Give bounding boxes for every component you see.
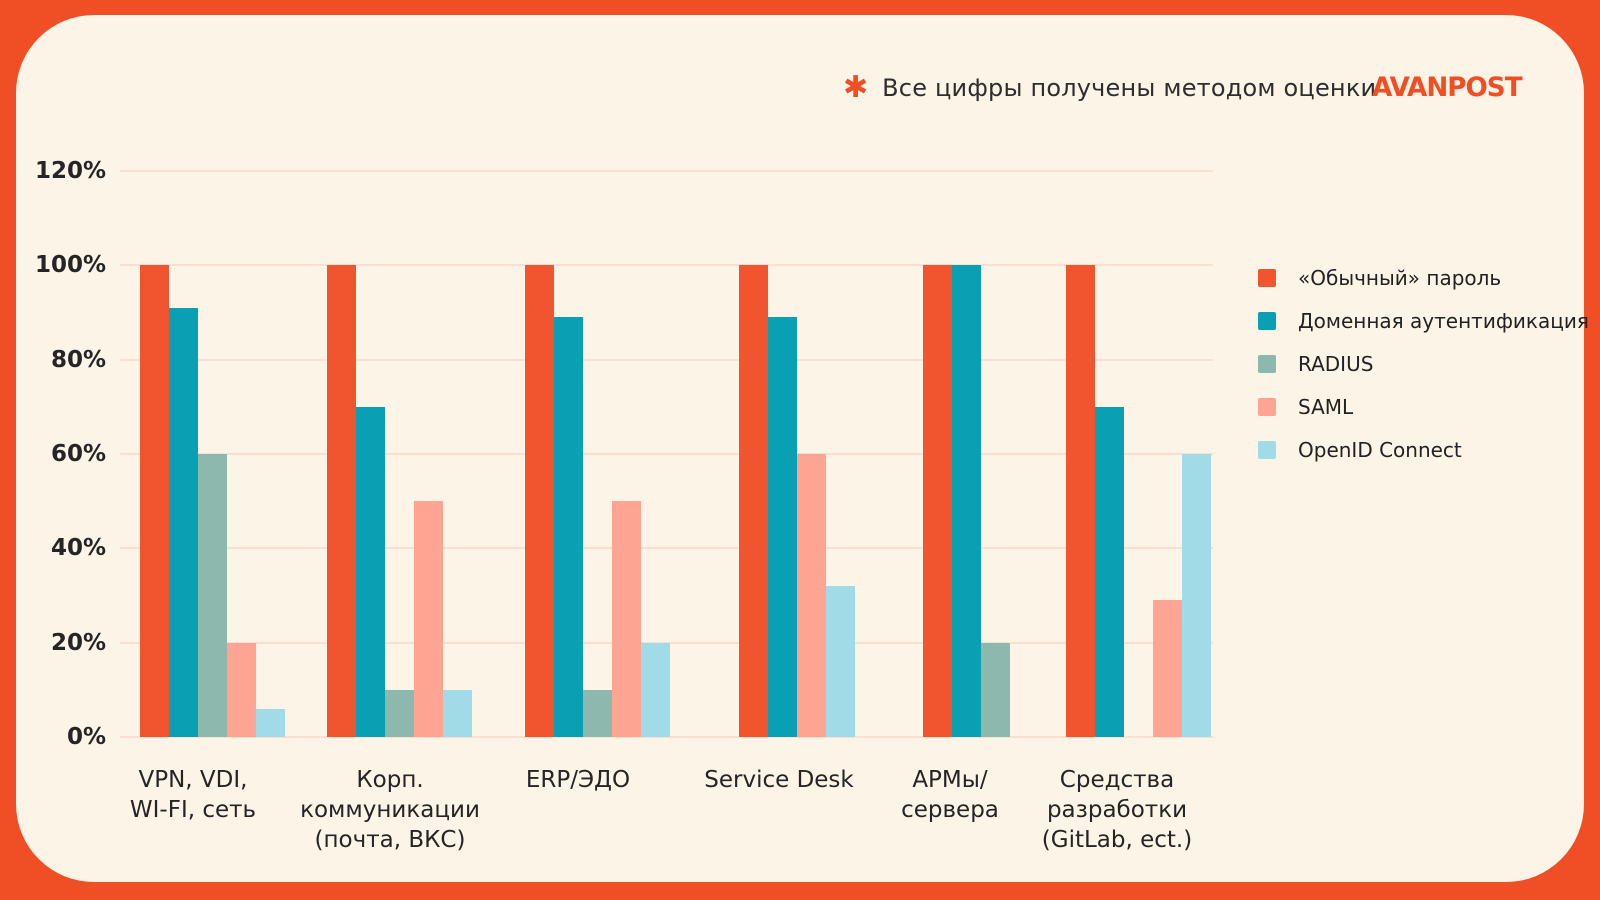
bar-password-group1 <box>139 265 169 737</box>
y-axis-tick-label: 0% <box>66 724 106 750</box>
bar-domain-group1 <box>168 307 198 737</box>
category-label: VPN, VDI, WI-FI, сеть <box>130 765 256 825</box>
gridline-120 <box>120 170 1213 172</box>
y-axis-tick-label: 120% <box>34 158 106 184</box>
estimation-note-text: Все цифры получены методом оценки <box>882 74 1377 102</box>
legend-label-openid: OpenID Connect <box>1298 438 1462 462</box>
category-label-line: VPN, VDI, <box>138 767 248 793</box>
bar-openid-group1 <box>255 708 285 737</box>
bar-saml-group2 <box>413 501 443 737</box>
bar-radius-group1 <box>197 454 227 737</box>
bar-domain-group6 <box>1094 406 1124 737</box>
bar-saml-group3 <box>611 501 641 737</box>
category-label-line: коммуникации <box>300 797 480 823</box>
bar-password-group4 <box>739 265 768 737</box>
category-label: Service Desk <box>704 765 853 795</box>
gridline-80 <box>120 358 1213 361</box>
category-label-line: Service Desk <box>704 767 854 793</box>
category-label-line: Средства <box>1059 767 1175 793</box>
category-label: АРМы/сервера <box>901 765 999 825</box>
legend-label-domain: Доменная аутентификация <box>1298 309 1589 333</box>
legend-label-password: «Обычный» пароль <box>1298 266 1502 290</box>
category-label: Корп. коммуникации (почта, ВКС) <box>300 765 480 855</box>
bar-radius-group5 <box>980 642 1010 737</box>
gridline-40 <box>120 547 1213 550</box>
bar-domain-group3 <box>553 317 583 737</box>
bar-domain-group2 <box>355 406 385 737</box>
category-label-line: сервера <box>901 797 999 823</box>
gridline-0 <box>120 736 1213 738</box>
category-label: ERP/ЭДО <box>526 765 630 795</box>
legend-item-domain: Доменная аутентификация <box>1258 309 1589 333</box>
legend-swatch-saml <box>1258 398 1276 416</box>
legend-swatch-openid <box>1258 441 1276 459</box>
gridline-100 <box>120 264 1213 267</box>
category-label: Средства разработки (GitLab, ect.) <box>1042 765 1192 855</box>
y-axis-tick-label: 40% <box>50 535 106 562</box>
category-label-line: (почта, ВКС) <box>314 827 466 853</box>
category-label-line: Корп. <box>356 767 424 793</box>
estimation-note: ✱ Все цифры получены методом оценки <box>843 72 1376 104</box>
category-label-line: разработки <box>1046 797 1188 823</box>
legend-item-openid: OpenID Connect <box>1258 438 1462 462</box>
bar-radius-group2 <box>384 689 414 737</box>
legend-item-saml: SAML <box>1258 395 1353 419</box>
bar-openid-group4 <box>826 586 855 737</box>
legend-label-radius: RADIUS <box>1298 352 1374 376</box>
bar-saml-group1 <box>226 642 256 737</box>
legend-swatch-password <box>1258 269 1276 287</box>
legend-swatch-domain <box>1258 312 1276 330</box>
bar-openid-group2 <box>442 689 472 737</box>
bar-password-group5 <box>922 265 952 737</box>
category-label-line: ERP/ЭДО <box>525 767 631 793</box>
legend-item-radius: RADIUS <box>1258 352 1373 376</box>
bar-password-group2 <box>326 265 356 737</box>
bar-password-group3 <box>524 265 554 737</box>
bar-saml-group4 <box>797 454 826 737</box>
plot-area <box>120 170 1213 738</box>
legend-item-password: «Обычный» пароль <box>1258 266 1501 290</box>
legend-swatch-radius <box>1258 355 1276 373</box>
bar-password-group6 <box>1065 265 1095 737</box>
bar-domain-group5 <box>951 265 981 737</box>
bar-openid-group3 <box>640 642 670 737</box>
bar-openid-group6 <box>1181 454 1211 737</box>
y-axis-tick-label: 100% <box>34 252 106 279</box>
y-axis-tick-label: 80% <box>50 346 106 373</box>
bar-saml-group6 <box>1152 600 1182 737</box>
category-label-line: АРМы/ <box>912 767 988 793</box>
y-axis-tick-label: 20% <box>50 629 106 656</box>
y-axis-tick-label: 60% <box>50 441 106 467</box>
bar-radius-group3 <box>582 689 612 737</box>
legend-label-saml: SAML <box>1298 395 1354 419</box>
gridline-20 <box>120 641 1213 644</box>
asterisk-icon: ✱ <box>843 70 869 105</box>
avanpost-logo: AVANPOST <box>1372 72 1523 103</box>
gridline-60 <box>120 453 1213 455</box>
category-label-line: WI-FI, сеть <box>129 797 257 823</box>
bar-domain-group4 <box>768 317 797 737</box>
category-label-line: (GitLab, ect.) <box>1041 827 1193 853</box>
